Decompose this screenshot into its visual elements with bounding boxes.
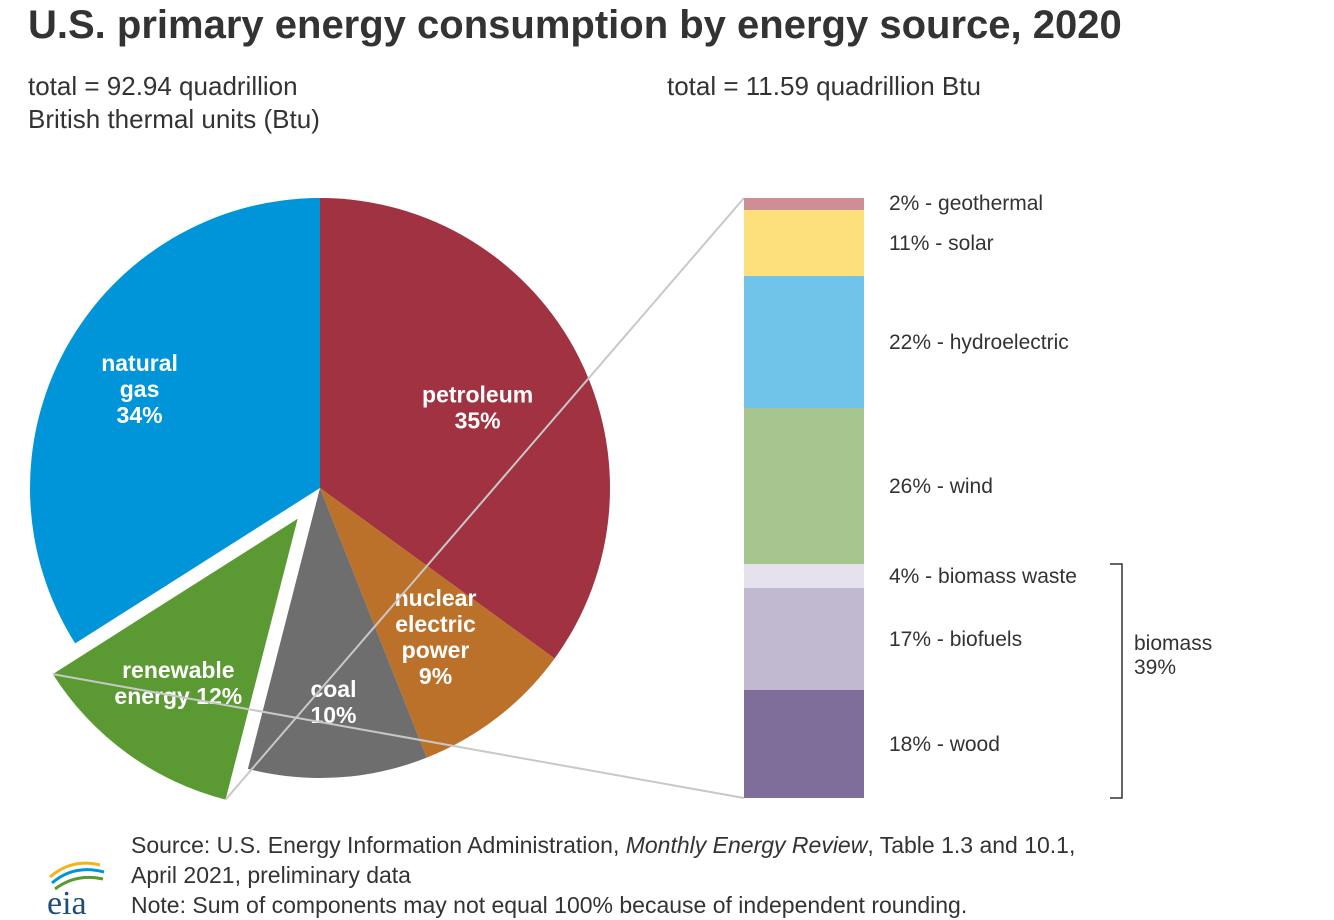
connector-lines [52,197,745,801]
chart-title: U.S. primary energy consumption by energ… [28,3,1122,47]
bar-segment-geothermal [744,198,864,210]
logo-swoosh-blue [51,868,105,885]
bracket-label-line: biomass [1134,632,1212,655]
bracket-label-line: 39% [1134,656,1176,679]
pie-label-line: 9% [419,663,452,689]
logo-text: eia [47,885,87,920]
right-total: total = 11.59 quadrillion Btu [667,71,981,101]
bar-label-wood: 18% - wood [889,733,1000,756]
bracket-line [1110,563,1123,799]
pie-slice-petroleum [320,198,610,659]
bar-label-hydroelectric: 22% - hydroelectric [889,331,1069,354]
pie-slice-renewable-energy [52,518,298,800]
bar-label-geothermal: 2% - geothermal [889,192,1043,215]
pie-label-line: 35% [455,408,501,434]
pie-label-nuclear-electric-power: nuclear electric power 9% [395,585,477,689]
left-total-line-2: British thermal units (Btu) [28,104,320,134]
pie-label-line: coal [310,676,356,702]
left-total-line-1: total = 92.94 quadrillion [28,71,298,101]
left-total: total = 92.94 quadrillion British therma… [28,71,320,134]
pie-slice-natural-gas [29,197,320,644]
biomass-bracket: biomass 39% [1110,563,1212,799]
connector-top [224,197,745,801]
pie-label-line: renewable [122,657,235,683]
bar-label-biomass-waste: 4% - biomass waste [889,565,1077,588]
pie-label-renewable-energy: renewableenergy 12% [114,657,242,709]
note-text: Note: Sum of components may not equal 10… [131,892,967,918]
pie-label-petroleum: petroleum 35% [422,382,533,434]
bar-segment-hydroelectric [744,276,864,408]
pie-slice-coal [247,488,427,778]
pie-label-line: gas [120,376,160,402]
bar-segment-biomass-waste [744,564,864,588]
source-text: Source: U.S. Energy Information Administ… [131,832,1075,858]
logo-swoosh-yellow [49,861,101,879]
source-prefix: Source: U.S. Energy Information Administ… [131,832,626,858]
bar-label-biofuels: 17% - biofuels [889,628,1022,651]
pie-label-line: electric [395,611,476,637]
bar-segment-biofuels [744,588,864,690]
pie-slice-nuclear-electric-power [320,488,555,758]
pie-label-natural-gas: natural gas 34% [101,350,178,428]
stacked-bar: 2% - geothermal 11% - solar 22% - hydroele… [744,192,1077,798]
pie-label-line: petroleum [422,382,533,408]
logo-swoosh-green [54,875,104,891]
source-suffix: , Table 1.3 and 10.1, [867,832,1075,858]
bar-label-solar: 11% - solar [889,232,994,255]
pie-chart: petroleum 35% nuclear electric power 9% coal 10… [29,197,610,800]
bar-label-wind: 26% - wind [889,475,993,498]
source-date: April 2021, preliminary data [131,862,411,888]
bar-segment-solar [744,210,864,276]
connector-bottom [52,673,745,799]
source-publication: Monthly Energy Review [626,832,869,858]
eia-logo: eia [47,861,105,920]
bar-segment-wood [744,690,864,798]
footer: Source: U.S. Energy Information Administ… [131,832,1075,918]
pie-label-line: nuclear [395,585,477,611]
pie-label-coal: coal 10% [310,676,356,728]
bracket-label: biomass 39% [1134,632,1212,679]
bar-segment-wind [744,408,864,564]
pie-label-line: power [402,637,470,663]
pie-label-line: 34% [117,402,163,428]
pie-label-line: natural [101,350,178,376]
